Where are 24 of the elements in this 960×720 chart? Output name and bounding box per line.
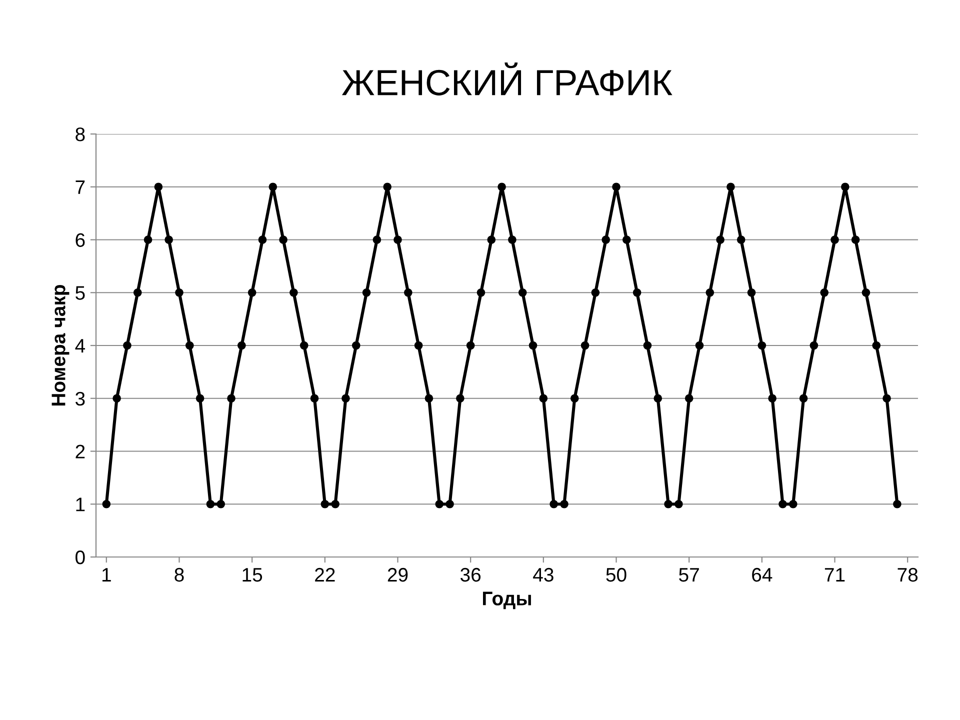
y-tick-label: 6 (76, 233, 85, 247)
x-tick-label: 50 (606, 568, 626, 582)
x-tick-label: 36 (460, 568, 481, 582)
x-tick-label: 71 (824, 568, 845, 582)
x-tick-label: 1 (102, 568, 111, 582)
y-tick-label: 3 (76, 392, 85, 406)
y-tick-label: 2 (76, 444, 85, 458)
x-tick-label: 64 (752, 568, 772, 582)
x-tick-label: 43 (533, 568, 554, 582)
y-tick-label: 4 (75, 339, 86, 353)
x-tick-label: 57 (679, 568, 699, 582)
y-tick-label: 1 (76, 498, 85, 512)
y-tick-label: 5 (76, 286, 85, 300)
y-tick-label: 0 (76, 550, 85, 564)
x-axis-title: Годы (482, 592, 531, 610)
chart-title: ЖЕНСКИЙ ГРАФИК (342, 62, 672, 96)
x-tick-label: 29 (388, 568, 408, 582)
y-tick-label: 7 (76, 180, 85, 194)
x-tick-label: 8 (174, 568, 184, 582)
x-tick-label: 78 (898, 568, 918, 582)
x-tick-label: 15 (242, 568, 262, 582)
y-tick-label: 8 (76, 127, 85, 142)
y-axis-title: Номера чакр (52, 284, 70, 406)
x-tick-label: 22 (315, 568, 335, 582)
